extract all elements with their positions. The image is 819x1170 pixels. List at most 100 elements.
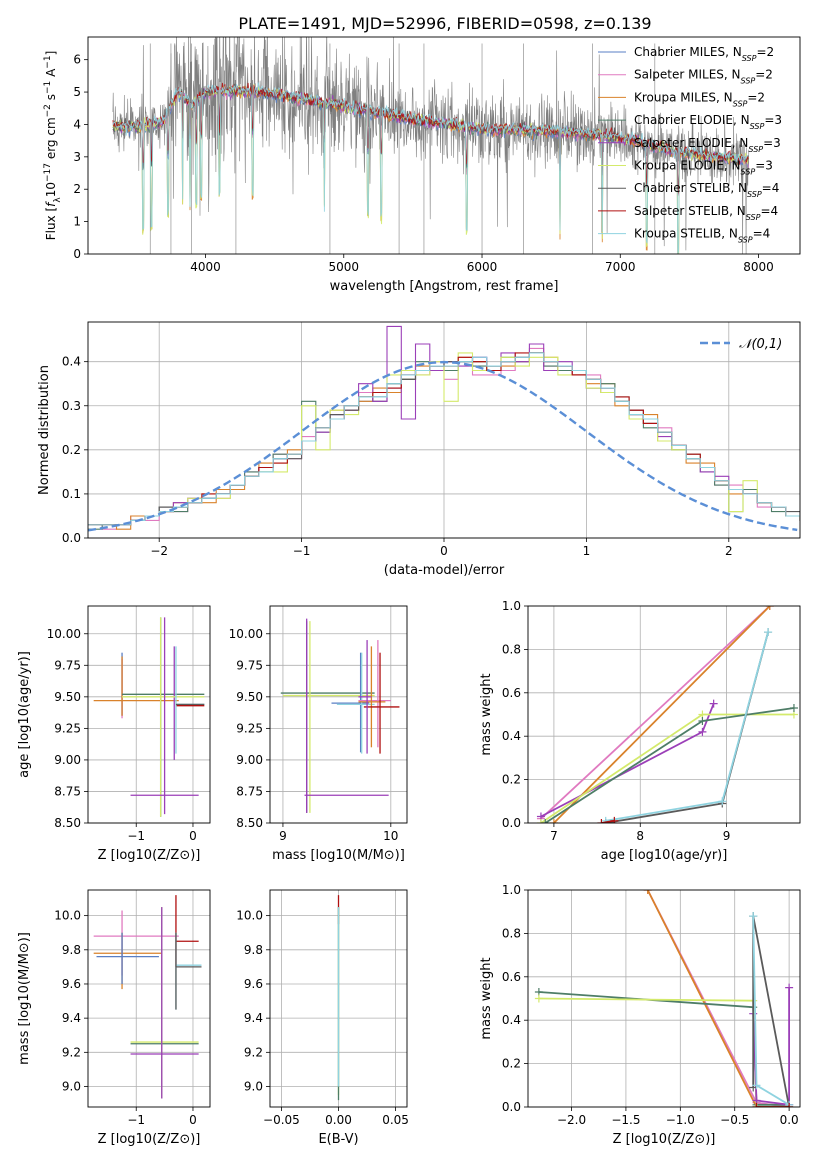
legend-label: Chabrier STELIB, NSSP=4: [634, 181, 779, 199]
weight-marker-salpeter_elodie: [709, 699, 718, 708]
legend-text: Chabrier ELODIE, N: [634, 113, 750, 127]
legend-tail: =4: [753, 227, 771, 241]
tick-label-y: 9.50: [54, 690, 81, 704]
tick-label-x: 9: [723, 829, 731, 843]
axes-frame: [87, 321, 801, 539]
weight-line-kroupa_miles: [646, 890, 790, 1107]
tick-label-y: 9.6: [244, 977, 263, 991]
x-axis-label: Z [log10(Z/Z⊙)]: [98, 1132, 201, 1147]
figure-title: PLATE=1491, MJD=52996, FIBERID=0598, z=0…: [238, 14, 651, 33]
tick-label-y: 0.8: [502, 642, 521, 656]
legend-tail: =4: [760, 204, 778, 218]
axes-frame: [527, 605, 801, 824]
x-axis-label: Z [log10(Z/Z⊙)]: [98, 848, 201, 863]
tick-label-x: −0.5: [720, 1113, 749, 1127]
weight-line-salpeter_elodie: [752, 987, 790, 1106]
tick-label-y: 9.2: [62, 1045, 81, 1059]
tick-label-x: 0: [189, 1113, 197, 1127]
tick-label-x: 4000: [190, 260, 221, 274]
legend-tail: =3: [764, 113, 782, 127]
weight-marker-salpeter_elodie: [785, 983, 794, 992]
x-axis-label: mass [log10(M/M⊙)]: [272, 848, 405, 863]
tick-label-y: 0.6: [502, 686, 521, 700]
tick-label-x: 0.00: [325, 1113, 352, 1127]
legend-text: Kroupa MILES, N: [634, 90, 733, 104]
y-label-part: 10: [44, 182, 58, 197]
tick-label-y: 8.50: [54, 816, 81, 830]
tick-label-y: 0.0: [502, 1100, 521, 1114]
weight-marker-kroupa_stelib: [718, 797, 727, 806]
tick-label-y: 0.1: [62, 487, 81, 501]
y-axis-label: Flux [fλ10−17 erg cm−2 s−1 A−1]: [43, 51, 63, 241]
legend-label: Chabrier ELODIE, NSSP=3: [634, 113, 782, 131]
tick-label-y: 0.4: [502, 729, 521, 743]
legend-subscript: SSP: [748, 144, 763, 153]
tick-label-y: 0: [73, 247, 81, 261]
tick-label-y: 8.75: [236, 784, 263, 798]
weight-marker-chabrier_elodie: [541, 819, 550, 823]
tick-label-x: 8000: [743, 260, 774, 274]
y-label-part: −17: [43, 163, 53, 182]
tick-label-y: 10.00: [229, 627, 263, 641]
tick-label-y: 0.3: [62, 399, 81, 413]
y-label-part: −1: [43, 81, 53, 94]
axes-age_vs_mass: 9 10 8.50 8.75 9.00 9.25 9.50 9.75 10.00 mass [lo…: [229, 605, 408, 863]
tick-label-y: 8.50: [236, 816, 263, 830]
tick-label-y: 0.2: [62, 443, 81, 457]
tick-label-y: 0.6: [502, 970, 521, 984]
legend-text: Salpeter ELODIE, N: [634, 136, 748, 150]
tick-label-y: 5: [73, 85, 81, 99]
tick-label-x: −1: [293, 544, 311, 558]
weight-marker-kroupa_elodie: [534, 994, 543, 1003]
axes-mass_vs_Z: −1 0 9.0 9.2 9.4 9.6 9.8 10.0 Z [log10(Z/Z⊙)] mas…: [17, 889, 211, 1147]
legend-subscript: SSP: [747, 190, 762, 199]
tick-label-y: 3: [73, 150, 81, 164]
legend-subscript: SSP: [733, 99, 748, 108]
legend-label: Chabrier MILES, NSSP=2: [634, 45, 774, 63]
legend-text: Salpeter STELIB, N: [634, 204, 746, 218]
legend-text: Kroupa STELIB, N: [634, 227, 738, 241]
tick-label-x: 6000: [467, 260, 498, 274]
tick-label-x: 0: [440, 544, 448, 558]
tick-label-x: −0.05: [263, 1113, 300, 1127]
tick-label-x: 7000: [605, 260, 636, 274]
tick-label-y: 9.0: [62, 1079, 81, 1093]
tick-label-x: 0.05: [382, 1113, 409, 1127]
weight-lines: [536, 606, 798, 823]
normal-curve: [88, 360, 798, 532]
legend-tail: =4: [762, 181, 780, 195]
axes-frame: [269, 889, 408, 1108]
weight-marker-kroupa_miles: [549, 819, 558, 823]
tick-label-x: −1: [127, 1113, 145, 1127]
weight-line-kroupa_miles: [553, 606, 771, 823]
tick-label-x: 7: [550, 829, 558, 843]
legend-subscript: SSP: [741, 167, 756, 176]
y-label-part: λ: [53, 197, 63, 203]
histogram-kroupa_stelib: [88, 352, 800, 526]
weight-marker-kroupa_miles: [643, 890, 652, 894]
tick-label-y: 4: [73, 117, 81, 131]
x-axis-label: Z [log10(Z/Z⊙)]: [613, 1132, 716, 1147]
y-axis-label: mass weight: [479, 673, 494, 755]
tick-label-x: −2: [150, 544, 168, 558]
legend-tail: =2: [756, 45, 774, 59]
tick-label-y: 9.75: [54, 658, 81, 672]
legend-label: Salpeter ELODIE, NSSP=3: [634, 136, 781, 154]
axes-spectrum: 4000 5000 6000 7000 8000 0 1 2 3 4 5 6 wavelength [A…: [43, 36, 801, 294]
weight-line-salpeter_miles: [540, 606, 771, 820]
tick-label-y: 10.00: [47, 627, 81, 641]
y-axis-label: mass [log10(M/M⊙)]: [17, 932, 32, 1065]
tick-label-y: 6: [73, 53, 81, 67]
x-axis-label: age [log10(age/yr)]: [601, 848, 728, 863]
tick-label-y: 1.0: [502, 883, 521, 897]
axes-frame: [269, 605, 408, 824]
weight-lines: [534, 890, 794, 1107]
legend-label: Salpeter STELIB, NSSP=4: [634, 204, 778, 222]
axes-weight_vs_Z: −2.0 −1.5 −1.0 −0.5 0.0 0.0 0.2 0.4 0.6 0.8 1.0 Z […: [479, 883, 801, 1147]
legend-subscript: SSP: [738, 235, 753, 244]
tick-label-y: 0.8: [502, 926, 521, 940]
tick-label-y: 9.6: [62, 977, 81, 991]
tick-label-x: 9: [279, 829, 287, 843]
axes-frame: [87, 605, 211, 824]
